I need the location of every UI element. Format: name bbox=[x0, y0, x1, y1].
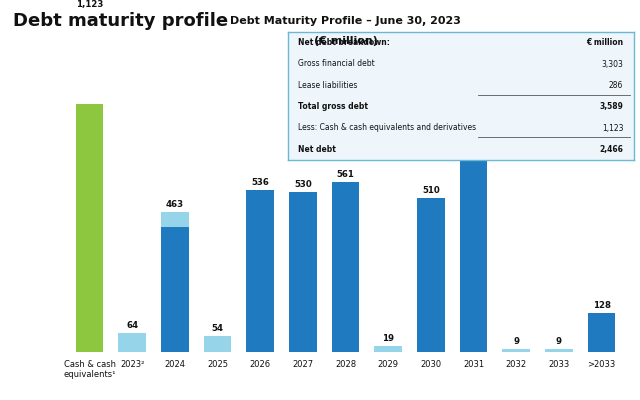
Bar bbox=[289, 192, 317, 352]
Bar bbox=[161, 227, 189, 352]
Bar bbox=[246, 190, 274, 352]
Text: Total gross debt: Total gross debt bbox=[298, 102, 369, 111]
Text: Net debt: Net debt bbox=[298, 145, 336, 154]
Text: 561: 561 bbox=[337, 170, 355, 179]
Bar bbox=[161, 212, 189, 227]
Text: 2,466: 2,466 bbox=[599, 145, 623, 154]
Text: 510: 510 bbox=[422, 186, 440, 195]
Text: 3,303: 3,303 bbox=[602, 60, 623, 68]
Text: 9: 9 bbox=[513, 337, 519, 346]
Text: 1,123: 1,123 bbox=[602, 124, 623, 132]
Bar bbox=[545, 349, 573, 352]
Text: 64: 64 bbox=[126, 321, 138, 330]
Text: Lease liabilities: Lease liabilities bbox=[298, 81, 358, 90]
Text: 9: 9 bbox=[556, 337, 562, 346]
Bar bbox=[460, 138, 488, 352]
Text: (€ million): (€ million) bbox=[314, 36, 378, 46]
Bar bbox=[502, 349, 530, 352]
Bar bbox=[204, 336, 232, 352]
Bar bbox=[417, 198, 445, 352]
Text: 19: 19 bbox=[382, 334, 394, 343]
Bar bbox=[374, 346, 402, 352]
Text: 286: 286 bbox=[609, 81, 623, 90]
Bar bbox=[76, 12, 104, 352]
Text: 707: 707 bbox=[465, 126, 483, 135]
Text: 536: 536 bbox=[252, 178, 269, 187]
Text: 463: 463 bbox=[166, 200, 184, 209]
Text: Net debt breakdown:: Net debt breakdown: bbox=[298, 38, 390, 47]
Text: € million: € million bbox=[586, 38, 623, 47]
Text: 128: 128 bbox=[593, 301, 611, 310]
Text: 54: 54 bbox=[212, 324, 223, 333]
Bar bbox=[118, 333, 146, 352]
Text: Debt Maturity Profile – June 30, 2023: Debt Maturity Profile – June 30, 2023 bbox=[230, 16, 461, 26]
Text: 1,123: 1,123 bbox=[76, 0, 103, 9]
Bar bbox=[588, 313, 616, 352]
Text: Gross financial debt: Gross financial debt bbox=[298, 60, 375, 68]
Text: Debt maturity profile: Debt maturity profile bbox=[13, 12, 228, 30]
Text: Less: Cash & cash equivalents and derivatives: Less: Cash & cash equivalents and deriva… bbox=[298, 124, 477, 132]
Text: 3,589: 3,589 bbox=[599, 102, 623, 111]
Text: 530: 530 bbox=[294, 180, 312, 189]
Bar bbox=[332, 182, 360, 352]
